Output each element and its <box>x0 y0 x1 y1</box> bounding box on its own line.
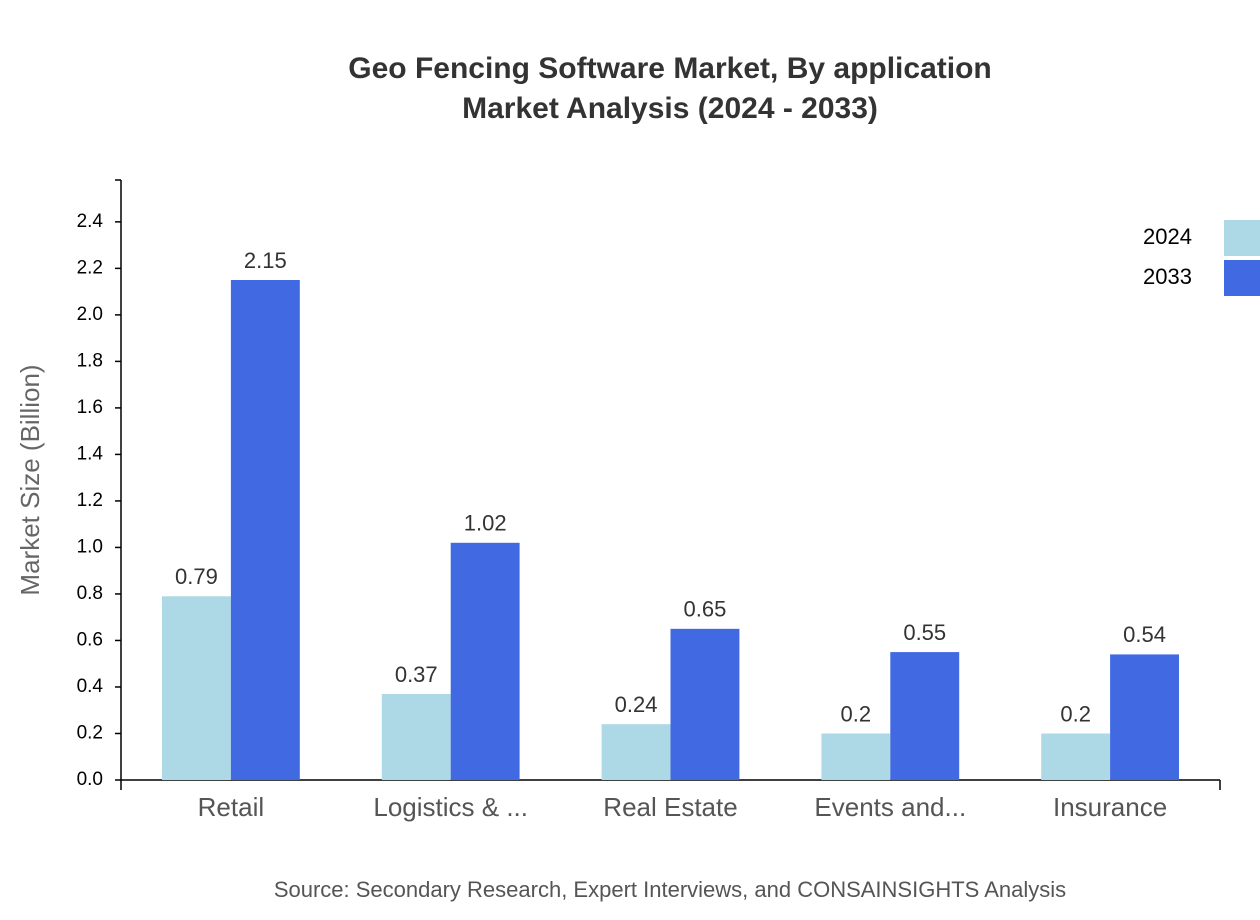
value-label: 0.2 <box>841 701 872 726</box>
value-label: 0.55 <box>903 620 946 645</box>
bar <box>1041 733 1111 780</box>
bar <box>1110 654 1179 780</box>
bar <box>670 628 740 780</box>
x-tick-label: Insurance <box>1053 792 1167 822</box>
legend-swatch <box>1224 220 1260 256</box>
legend-label: 2024 <box>1143 224 1192 249</box>
y-tick-label: 0.4 <box>77 676 104 697</box>
bar <box>890 652 960 780</box>
y-tick-label: 2.4 <box>77 211 104 232</box>
y-tick-label: 1.8 <box>77 350 103 371</box>
x-tick-label: Events and... <box>814 792 966 822</box>
bar <box>381 693 451 780</box>
y-tick-label: 1.0 <box>77 536 103 557</box>
value-label: 1.02 <box>464 511 507 536</box>
y-tick-label: 0.2 <box>77 723 103 744</box>
value-label: 0.37 <box>395 662 438 687</box>
legend-label: 2033 <box>1143 264 1192 289</box>
bar <box>230 280 300 780</box>
source-note: Source: Secondary Research, Expert Inter… <box>274 877 1066 902</box>
value-label: 0.54 <box>1123 622 1166 647</box>
y-tick-label: 0.8 <box>77 583 103 604</box>
value-label: 0.65 <box>684 597 727 622</box>
value-label: 2.15 <box>244 248 287 273</box>
x-tick-label: Real Estate <box>603 792 737 822</box>
bar <box>601 724 671 780</box>
bar <box>162 596 231 780</box>
y-tick-label: 0.0 <box>77 769 103 790</box>
legend-swatch <box>1224 260 1260 296</box>
bar <box>450 542 520 780</box>
value-label: 0.2 <box>1060 701 1091 726</box>
y-tick-label: 1.2 <box>77 490 103 511</box>
bar <box>821 733 891 780</box>
y-axis-label: Market Size (Billion) <box>15 364 45 595</box>
x-tick-label: Retail <box>198 792 264 822</box>
y-tick-label: 0.6 <box>77 629 103 650</box>
value-label: 0.24 <box>615 692 658 717</box>
chart-subtitle: Market Analysis (2024 - 2033) <box>462 92 878 125</box>
y-tick-label: 1.6 <box>77 397 103 418</box>
y-tick-label: 2.2 <box>77 257 103 278</box>
chart-title: Geo Fencing Software Market, By applicat… <box>348 52 991 85</box>
x-tick-label: Logistics & ... <box>373 792 528 822</box>
y-tick-label: 1.4 <box>77 443 104 464</box>
y-tick-label: 2.0 <box>77 304 103 325</box>
value-label: 0.79 <box>175 564 218 589</box>
